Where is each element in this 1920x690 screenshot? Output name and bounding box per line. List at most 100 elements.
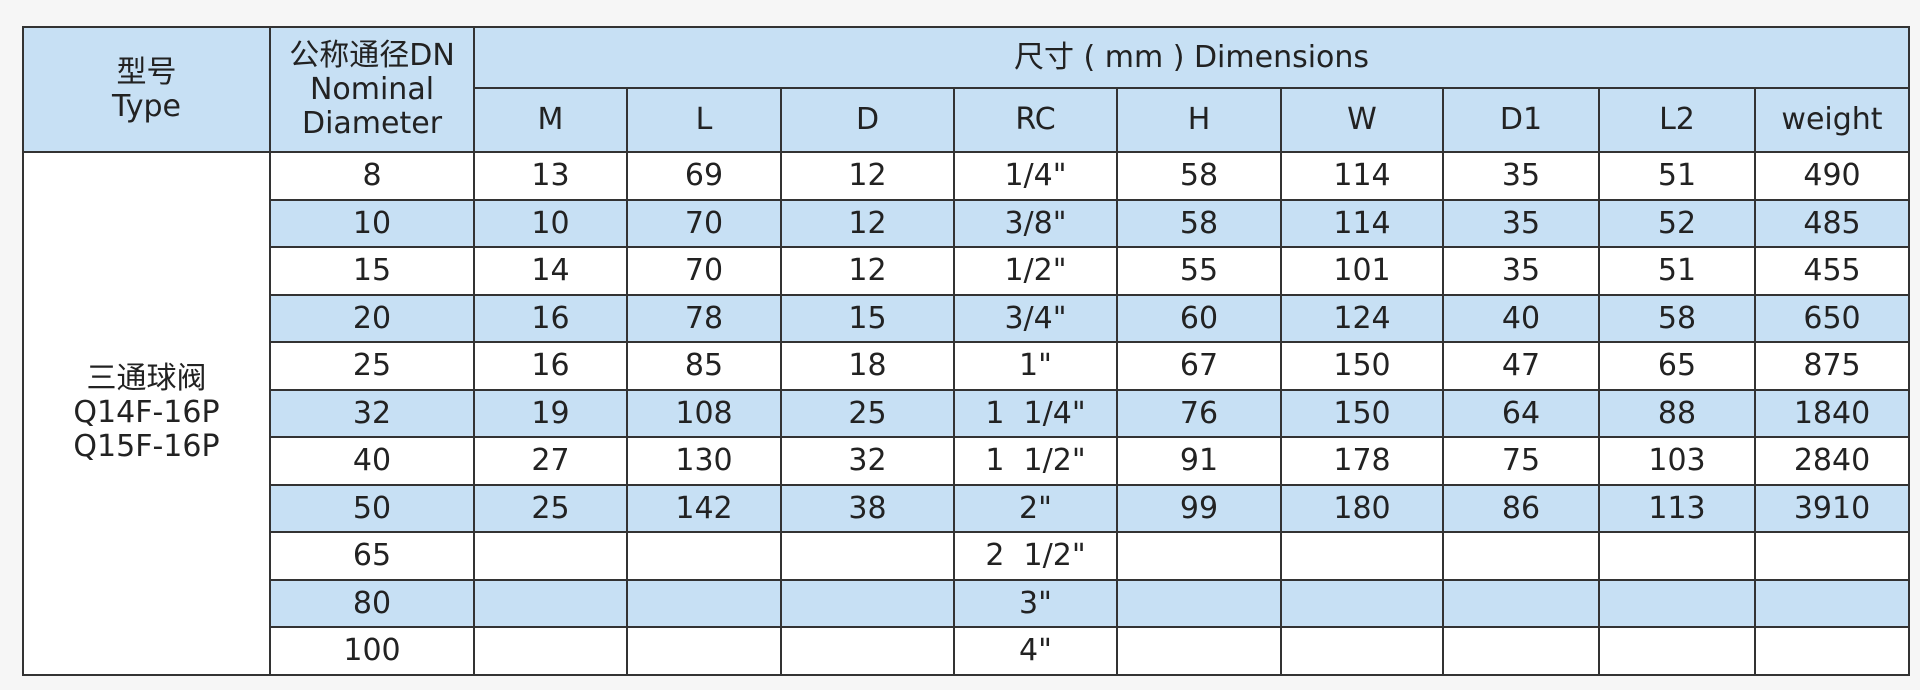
- cell-text: 公称通径DN: [289, 37, 455, 73]
- table-cell: 70: [626, 246, 782, 296]
- column-header: weight: [1754, 87, 1910, 153]
- table-cell: 47: [1442, 341, 1600, 391]
- table-cell: [1280, 626, 1444, 676]
- column-header: L: [626, 87, 782, 153]
- table-cell: [1754, 531, 1910, 581]
- table-cell: 50: [269, 483, 475, 533]
- table-cell: 150: [1280, 388, 1444, 438]
- column-header: RC: [953, 87, 1118, 153]
- data-row: 100 4": [23, 626, 1910, 676]
- table-cell: [780, 531, 955, 581]
- data-row: 40 27 130 32 1 1/2" 91 178 75 103 2840: [23, 436, 1910, 486]
- table-cell: 3/4": [953, 293, 1118, 343]
- table-cell: 10: [473, 198, 628, 248]
- table-cell: 75: [1442, 436, 1600, 486]
- table-cell: [780, 626, 955, 676]
- table-cell: 58: [1116, 151, 1282, 201]
- table-cell: 2840: [1754, 436, 1910, 486]
- table-cell: 10: [269, 198, 475, 248]
- table-cell: 58: [1116, 198, 1282, 248]
- table-cell: 32: [780, 436, 955, 486]
- table-cell: [1754, 626, 1910, 676]
- table-cell: 14: [473, 246, 628, 296]
- table-cell: 8: [269, 151, 475, 201]
- table-cell: 12: [780, 151, 955, 201]
- table-cell: 103: [1598, 436, 1756, 486]
- table-cell: 88: [1598, 388, 1756, 438]
- table-cell: [473, 626, 628, 676]
- table-cell: 27: [473, 436, 628, 486]
- table-cell: [1280, 531, 1444, 581]
- column-header: W: [1280, 87, 1444, 153]
- type-header: 型号 Type: [22, 26, 271, 153]
- table-cell: 1/2": [953, 246, 1118, 296]
- table-cell: 113: [1598, 483, 1756, 533]
- data-row: 20 16 78 15 3/4" 60 124 40 58 650: [23, 293, 1910, 343]
- table-cell: 35: [1442, 246, 1600, 296]
- table-cell: [626, 531, 782, 581]
- cell-text: Nominal: [309, 71, 435, 107]
- table-cell: 2 1/2": [953, 531, 1118, 581]
- table-cell: [1598, 531, 1756, 581]
- table-cell: 25: [780, 388, 955, 438]
- table-cell: 32: [269, 388, 475, 438]
- table-cell: 1 1/4": [953, 388, 1118, 438]
- table-cell: 1/4": [953, 151, 1118, 201]
- table-cell: 64: [1442, 388, 1600, 438]
- column-header: H: [1116, 87, 1282, 153]
- table-cell: 99: [1116, 483, 1282, 533]
- table-cell: 114: [1280, 151, 1444, 201]
- table-cell: [1598, 578, 1756, 628]
- table-cell: 12: [780, 246, 955, 296]
- table-cell: 455: [1754, 246, 1910, 296]
- table-cell: 69: [626, 151, 782, 201]
- table-cell: 178: [1280, 436, 1444, 486]
- table-cell: 1840: [1754, 388, 1910, 438]
- data-row: 三通球阀 Q14F-16P Q15F-16P 8 13 69 12 1/4" 58 114 35 51…: [22, 151, 1910, 676]
- table-cell: 875: [1754, 341, 1910, 391]
- table-cell: 91: [1116, 436, 1282, 486]
- table-cell: 108: [626, 388, 782, 438]
- table-cell: [626, 626, 782, 676]
- table-cell: 16: [473, 293, 628, 343]
- table-cell: 78: [626, 293, 782, 343]
- table-cell: 124: [1280, 293, 1444, 343]
- column-header: M: [473, 87, 628, 153]
- table-cell: 3910: [1754, 483, 1910, 533]
- table-cell: 55: [1116, 246, 1282, 296]
- dn-header: 公称通径DN Nominal Diameter: [269, 26, 475, 153]
- table-cell: 180: [1280, 483, 1444, 533]
- table-cell: 25: [269, 341, 475, 391]
- data-row: 32 19 108 25 1 1/4" 76 150 64 88 1840: [23, 388, 1910, 438]
- table-cell: 52: [1598, 198, 1756, 248]
- data-row: 80 3": [23, 578, 1910, 628]
- table-cell: 86: [1442, 483, 1600, 533]
- table-cell: 13: [473, 151, 628, 201]
- table-cell: [780, 578, 955, 628]
- table-cell: 18: [780, 341, 955, 391]
- table-cell: 100: [269, 626, 475, 676]
- table-cell: 1": [953, 341, 1118, 391]
- table-cell: 150: [1280, 341, 1444, 391]
- table-cell: [1598, 626, 1756, 676]
- table-cell: 101: [1280, 246, 1444, 296]
- table-cell: 4": [953, 626, 1118, 676]
- header-row: M L D RC H W D1 L2 weight: [23, 87, 1910, 153]
- table-cell: 1 1/2": [953, 436, 1118, 486]
- table-cell: 15: [269, 246, 475, 296]
- table-cell: 65: [269, 531, 475, 581]
- cell-text: Diameter: [301, 105, 443, 141]
- product-cell: 三通球阀 Q14F-16P Q15F-16P: [22, 151, 271, 676]
- table-cell: 130: [626, 436, 782, 486]
- table-cell: 35: [1442, 198, 1600, 248]
- table-cell: 80: [269, 578, 475, 628]
- table-cell: 15: [780, 293, 955, 343]
- table-cell: 12: [780, 198, 955, 248]
- data-row: 50 25 142 38 2" 99 180 86 113 3910: [23, 483, 1910, 533]
- table-cell: 85: [626, 341, 782, 391]
- column-header: L2: [1598, 87, 1756, 153]
- table-cell: 51: [1598, 246, 1756, 296]
- cell-text: 三通球阀: [86, 361, 207, 397]
- table-cell: [1754, 578, 1910, 628]
